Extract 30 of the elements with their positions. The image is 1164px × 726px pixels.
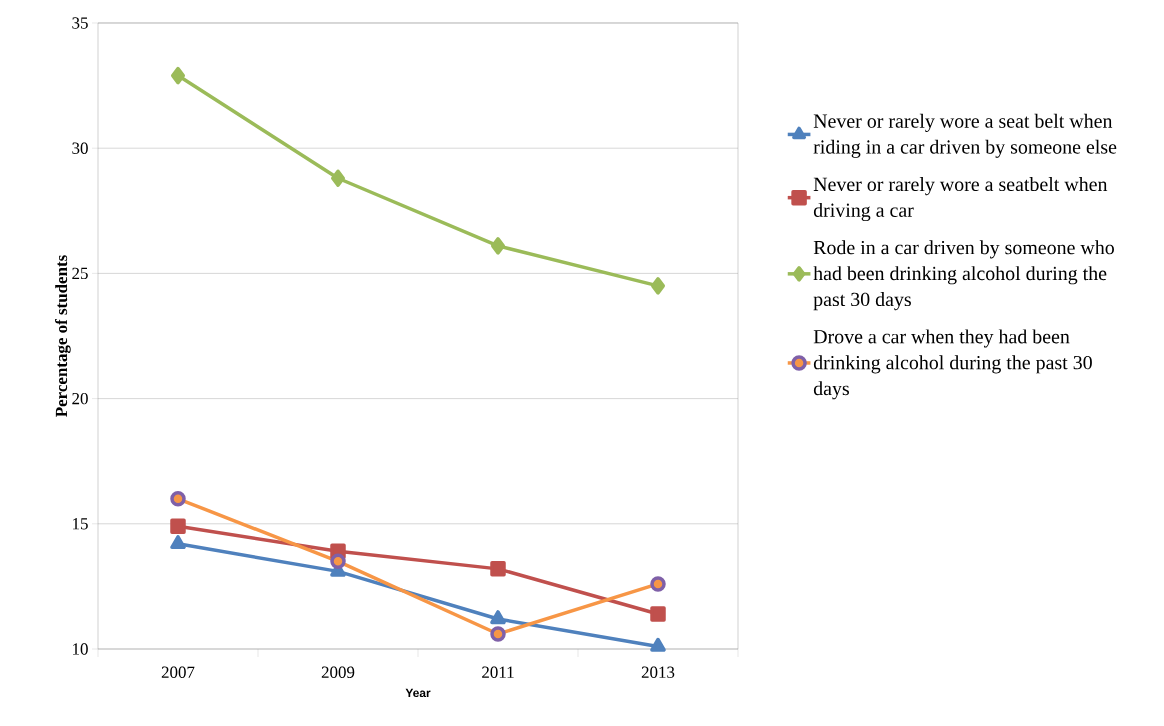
legend-label: Never or rarely wore a seat belt when riding in a car driven by someone else	[813, 113, 1117, 158]
point	[651, 277, 665, 295]
x-tick-label: 2011	[482, 666, 514, 678]
point	[490, 626, 506, 642]
point	[170, 535, 186, 550]
x-tick-label: 2013	[641, 666, 675, 678]
y-axis-title: Percentage of students	[55, 255, 71, 417]
point	[171, 66, 185, 85]
point	[650, 576, 666, 592]
point	[331, 169, 345, 187]
point	[170, 518, 186, 535]
x-axis-title: Year	[405, 688, 431, 698]
y-tick-label: 35	[72, 17, 88, 29]
point	[330, 553, 346, 570]
point	[490, 561, 506, 577]
point	[490, 610, 506, 625]
point	[491, 237, 505, 255]
legend-label: Rode in a car driven by someone who had been drinking alcohol during the past 30 days	[813, 240, 1114, 311]
x-tick-label: 2007	[161, 666, 195, 678]
legend-label: Never or rarely wore a seatbelt when driving a car	[813, 177, 1108, 222]
y-tick-label: 30	[72, 142, 88, 154]
y-tick-label: 15	[73, 518, 88, 530]
y-tick-label: 20	[72, 392, 88, 405]
point	[650, 637, 666, 652]
point	[170, 491, 186, 507]
x-tick-label: 2009	[321, 666, 355, 678]
legend-label: Drove a car when they had been drinking alcohol during the past 30 days	[813, 329, 1092, 400]
point	[650, 606, 666, 622]
y-tick-label: 25	[72, 267, 88, 280]
y-tick-label: 10	[73, 643, 88, 655]
